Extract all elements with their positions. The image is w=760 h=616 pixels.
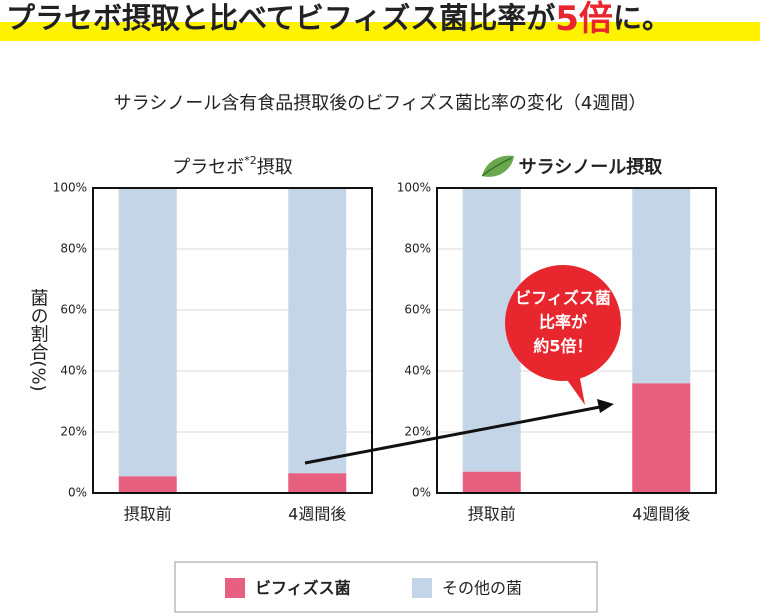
bar-segment xyxy=(118,476,177,493)
x-tick-label: 摂取前 xyxy=(468,505,516,524)
y-tick-label: 40% xyxy=(404,364,431,378)
bar-segment xyxy=(288,188,347,474)
x-tick-label: 4週間後 xyxy=(288,505,346,524)
y-tick-label: 0% xyxy=(412,486,431,500)
y-tick-label: 60% xyxy=(404,303,431,317)
bar-segment xyxy=(462,471,521,493)
callout-text: ビフィズス菌 xyxy=(515,289,611,308)
headline-emphasis: 5倍 xyxy=(555,0,613,39)
y-tick-label: 20% xyxy=(60,425,87,439)
panel-title: サラシノール摂取 xyxy=(519,156,664,178)
legend-label: ビフィズス菌 xyxy=(255,579,351,598)
bar-segment xyxy=(632,383,691,493)
headline-text: プラセボ摂取と比べてビフィズス菌比率が xyxy=(6,1,555,35)
x-tick-label: 摂取前 xyxy=(124,505,172,524)
headline-highlight xyxy=(0,22,760,41)
legend-swatch xyxy=(225,578,245,598)
bar-segment xyxy=(118,188,177,477)
y-tick-label: 100% xyxy=(397,181,431,195)
y-tick-label: 100% xyxy=(53,181,87,195)
arrow-line xyxy=(304,405,601,465)
headline: プラセボ摂取と比べてビフィズス菌比率が5倍に。 xyxy=(6,0,671,39)
callout-text: 約5倍！ xyxy=(533,337,592,356)
y-axis-label: 菌の割合(%) xyxy=(28,288,49,391)
legend-label: その他の菌 xyxy=(442,579,522,598)
y-tick-label: 80% xyxy=(404,242,431,256)
panel-title: プラセボ*2摂取 xyxy=(172,154,293,178)
title-text: 摂取 xyxy=(257,157,293,178)
title-text: サラシノール摂取 xyxy=(519,156,664,178)
title-text: プラセボ xyxy=(172,157,244,178)
y-tick-label: 0% xyxy=(68,486,87,500)
y-tick-label: 80% xyxy=(60,242,87,256)
bar-segment xyxy=(288,473,347,493)
legend-swatch xyxy=(412,578,432,598)
arrow-head xyxy=(597,399,614,413)
y-tick-label: 60% xyxy=(60,303,87,317)
y-tick-label: 40% xyxy=(60,364,87,378)
bar-segment xyxy=(632,188,691,384)
callout-text: 比率が xyxy=(539,313,587,332)
leaf-icon xyxy=(481,155,514,177)
headline-text: に。 xyxy=(613,1,671,35)
legend-box xyxy=(174,561,598,613)
title-superscript: *2 xyxy=(244,154,257,167)
plot-frame xyxy=(92,187,373,494)
plot-frame xyxy=(436,187,717,494)
y-tick-label: 20% xyxy=(404,425,431,439)
subtitle: サラシノール含有食品摂取後のビフィズス菌比率の変化（4週間） xyxy=(114,93,647,114)
callout xyxy=(505,265,621,381)
x-tick-label: 4週間後 xyxy=(632,505,690,524)
